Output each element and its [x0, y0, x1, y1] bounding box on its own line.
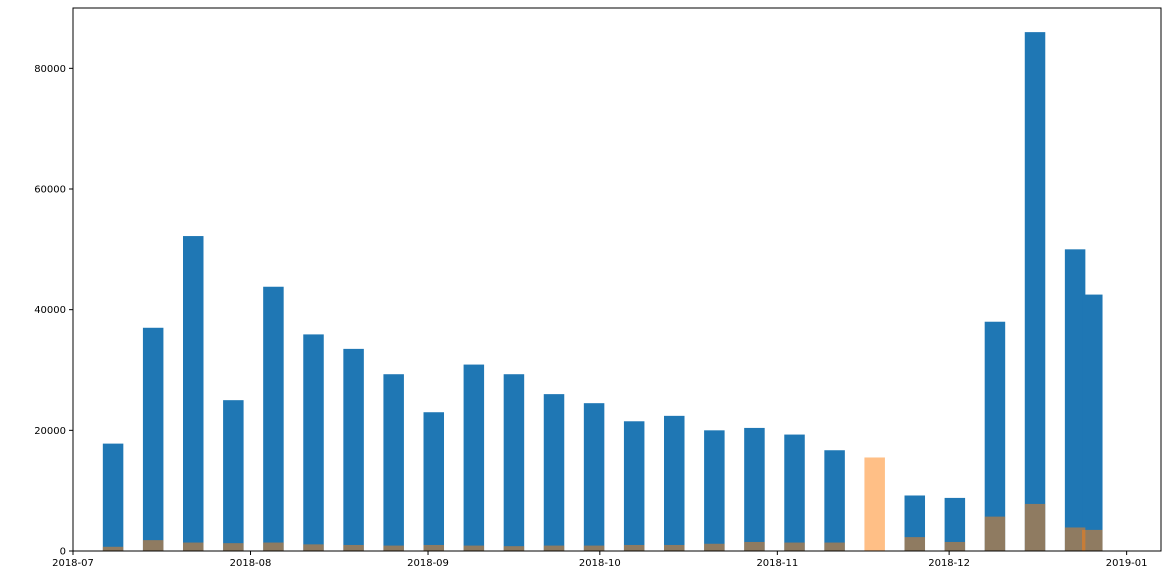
bar-blue	[183, 236, 204, 551]
bar-orange	[784, 542, 805, 551]
bar-blue	[503, 374, 525, 551]
bar-orange	[744, 541, 765, 551]
plot-frame	[72, 7, 1162, 552]
x-tick-label: 2018-09	[407, 558, 449, 569]
bar-orange	[263, 542, 284, 551]
bar-blue	[303, 334, 324, 551]
bar-blue	[704, 430, 725, 551]
bar-orange	[1064, 527, 1086, 551]
bar-blue	[784, 434, 805, 551]
y-tick-label: 20000	[34, 426, 66, 437]
bar-blue	[583, 403, 605, 551]
y-tick-label: 60000	[34, 185, 66, 196]
bar-orange	[704, 543, 725, 551]
bar-orange	[503, 546, 525, 551]
bar-blue	[223, 400, 244, 551]
x-tick-label: 2018-11	[756, 558, 798, 569]
y-tick-label: 40000	[34, 305, 66, 316]
bar-blue	[1064, 249, 1086, 551]
bar-blue	[142, 327, 164, 551]
y-axis: 0 20000 40000 60000 80000	[34, 64, 73, 558]
bar-orange	[142, 540, 164, 551]
bar-orange	[623, 544, 645, 551]
bar-blue	[664, 415, 685, 551]
x-axis: 2018-07 2018-08 2018-09 2018-10 2018-11 2018-…	[52, 551, 1148, 569]
bar-orange	[543, 545, 565, 551]
series-blue-bars	[102, 32, 1103, 551]
bar-orange	[383, 545, 404, 551]
bar-blue	[824, 450, 845, 551]
x-tick-label: 2018-12	[928, 558, 970, 569]
bar-orange	[343, 544, 364, 551]
bar-orange	[1024, 503, 1046, 551]
bar-orange	[423, 544, 445, 551]
x-tick-label: 2018-10	[579, 558, 621, 569]
bar-orange	[223, 543, 244, 551]
bar-orange	[303, 544, 324, 551]
bar-blue	[1082, 294, 1103, 551]
bar-blue	[463, 364, 485, 551]
x-tick-label: 2018-08	[230, 558, 272, 569]
bar-blue	[102, 443, 124, 551]
bar-blue	[263, 286, 284, 551]
bar-blue	[623, 421, 645, 551]
y-tick-label: 80000	[34, 64, 66, 75]
bar-blue	[423, 412, 445, 551]
bar-blue	[383, 374, 404, 551]
bar-orange	[1082, 529, 1103, 551]
series-orange-bars	[102, 457, 1103, 551]
bar-blue	[543, 394, 565, 551]
bar-orange	[944, 541, 966, 551]
x-tick-label: 2019-01	[1106, 558, 1148, 569]
bar-blue	[944, 497, 966, 551]
bar-blue	[1024, 32, 1046, 551]
bar-orange	[183, 542, 204, 551]
bar-orange	[824, 542, 845, 551]
bar-blue	[343, 348, 364, 551]
bar-orange	[864, 457, 885, 551]
bar-orange	[583, 545, 605, 551]
bar-orange	[664, 544, 685, 551]
bar-orange	[904, 537, 926, 551]
bar-blue	[984, 321, 1006, 551]
bar-blue	[744, 427, 765, 551]
x-tick-label: 2018-07	[52, 558, 94, 569]
bar-orange	[463, 545, 485, 551]
y-tick-label: 0	[60, 547, 66, 558]
bar-orange	[984, 516, 1006, 551]
bar-orange	[102, 546, 124, 551]
